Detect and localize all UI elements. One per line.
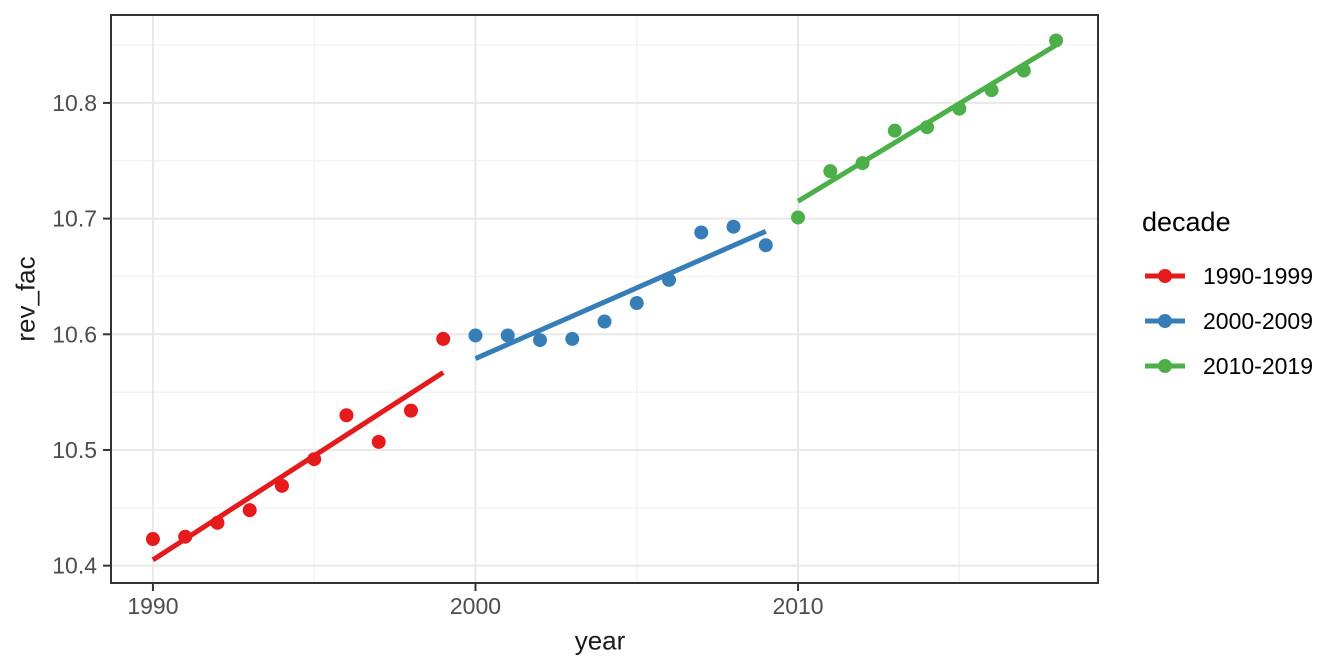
trend-line-2000-2009 [474, 229, 767, 361]
data-point-2000-2009-2008 [726, 219, 741, 234]
data-point-2000-2009-2005 [629, 296, 644, 311]
data-point-2000-2009-2007 [694, 225, 709, 240]
data-point-2000-2009-2002 [532, 333, 547, 348]
panel-background [111, 15, 1098, 583]
data-point-2010-2019-2018 [1049, 33, 1064, 48]
y-tick-label: 10.8 [52, 90, 97, 116]
x-tick-label: 2000 [450, 593, 501, 619]
data-point-2000-2009-2000 [468, 328, 483, 343]
data-point-2000-2009-2006 [662, 272, 677, 287]
data-point-2000-2009-2001 [500, 328, 515, 343]
data-point-1990-1999-1993 [242, 503, 257, 518]
legend-title: decade [1142, 207, 1231, 237]
legend-entry-label: 1990-1999 [1203, 262, 1313, 289]
data-point-1990-1999-1996 [339, 408, 354, 423]
x-axis-title: year [574, 625, 626, 656]
data-point-1990-1999-1998 [403, 403, 418, 418]
legend-entry-2010-2019: 2010-2019 [1142, 351, 1313, 381]
x-tick-label: 2010 [772, 593, 823, 619]
legend: decade 1990-1999 2000-2009 2010-2019 [1142, 207, 1313, 381]
y-tick-label: 10.5 [52, 437, 97, 463]
legend-entry-label: 2010-2019 [1203, 352, 1313, 379]
y-tick-label: 10.4 [52, 553, 97, 579]
y-tick-label: 10.7 [52, 206, 97, 232]
data-point-2000-2009-2009 [758, 238, 773, 253]
legend-entry-2000-2009: 2000-2009 [1142, 306, 1313, 336]
y-tick-label: 10.6 [52, 321, 97, 347]
legend-key-icon [1145, 314, 1185, 328]
legend-entry-1990-1999: 1990-1999 [1142, 261, 1313, 291]
data-point-2010-2019-2012 [855, 156, 870, 171]
legend-key-icon [1145, 269, 1185, 283]
data-point-1990-1999-1990 [145, 532, 160, 547]
data-point-2010-2019-2017 [1016, 63, 1031, 78]
data-point-1990-1999-1992 [210, 515, 225, 530]
data-point-1990-1999-1994 [274, 478, 289, 493]
y-axis-title: rev_fac [10, 256, 41, 342]
legend-entry-label: 2000-2009 [1203, 307, 1313, 334]
data-point-2010-2019-2013 [887, 123, 902, 138]
data-point-2000-2009-2003 [565, 331, 580, 346]
data-point-1990-1999-1997 [371, 434, 386, 449]
x-tick-label: 1990 [127, 593, 178, 619]
data-point-1990-1999-1999 [436, 331, 451, 346]
data-point-2010-2019-2010 [791, 210, 806, 225]
data-point-2010-2019-2016 [984, 83, 999, 98]
data-point-1990-1999-1991 [178, 529, 193, 544]
trend-line-1990-1999 [151, 370, 445, 562]
data-point-2010-2019-2014 [920, 120, 935, 135]
data-point-2010-2019-2015 [952, 101, 967, 116]
data-point-2010-2019-2011 [823, 164, 838, 179]
legend-key-icon [1145, 359, 1185, 373]
data-point-1990-1999-1995 [307, 452, 322, 467]
data-point-2000-2009-2004 [597, 314, 612, 329]
panel-border [110, 14, 1099, 584]
